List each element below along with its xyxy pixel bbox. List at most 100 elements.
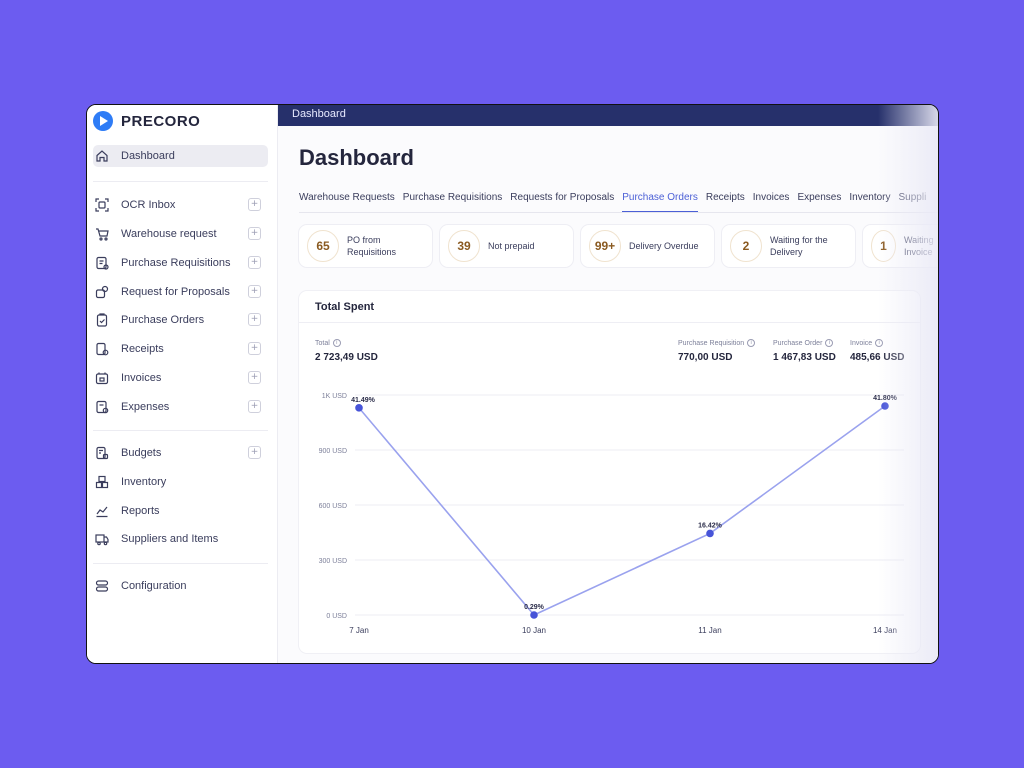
x-tick-label: 14 Jan bbox=[873, 626, 897, 635]
sidebar-item-label: Budgets bbox=[121, 447, 162, 459]
sidebar-item-label: OCR Inbox bbox=[121, 199, 176, 211]
tab-receipts[interactable]: Receipts bbox=[705, 192, 745, 203]
x-tick-label: 10 Jan bbox=[522, 626, 546, 635]
tab-invoices[interactable]: Invoices bbox=[752, 192, 790, 203]
series-line bbox=[358, 405, 886, 616]
add-icon[interactable]: + bbox=[248, 256, 261, 269]
scan-icon bbox=[95, 198, 109, 212]
topbar: Dashboard bbox=[278, 105, 938, 126]
stat-card[interactable]: 2 Waiting for the Delivery bbox=[722, 225, 855, 267]
add-icon[interactable]: + bbox=[248, 446, 261, 459]
tab-suppli[interactable]: Suppli bbox=[898, 192, 927, 203]
sidebar: PRECORO Dashboard OCR Inbox + Warehouse req… bbox=[87, 105, 278, 663]
tab-requests-for-proposals[interactable]: Requests for Proposals bbox=[510, 192, 615, 203]
stat-card[interactable]: 1 Waiting Invoice bbox=[863, 225, 938, 267]
stat-count: 65 bbox=[307, 230, 339, 262]
data-point bbox=[355, 404, 363, 412]
data-point bbox=[881, 402, 889, 410]
requisition-icon bbox=[95, 256, 109, 270]
stat-count: 39 bbox=[448, 230, 480, 262]
sidebar-item-ocr-inbox[interactable]: OCR Inbox + bbox=[93, 194, 268, 216]
x-tick-label: 11 Jan bbox=[698, 626, 721, 635]
sidebar-item-label: Suppliers and Items bbox=[121, 533, 219, 545]
tab-purchase-orders[interactable]: Purchase Orders bbox=[622, 187, 698, 212]
tab-expenses[interactable]: Expenses bbox=[797, 192, 842, 203]
add-icon[interactable]: + bbox=[248, 400, 261, 413]
data-point bbox=[530, 611, 538, 619]
sidebar-item-dashboard[interactable]: Dashboard bbox=[93, 145, 268, 167]
brand[interactable]: PRECORO bbox=[93, 111, 200, 131]
sidebar-item-label: Purchase Orders bbox=[121, 314, 205, 326]
sidebar-divider bbox=[93, 430, 268, 431]
total-spent-card: Total Spent Total i 2 723,49 USD Purchase R… bbox=[299, 291, 920, 653]
main-area: Dashboard Dashboard Warehouse Requests Pu… bbox=[278, 105, 938, 663]
sidebar-item-label: Request for Proposals bbox=[121, 286, 230, 298]
metric-label: Purchase Order bbox=[773, 339, 823, 347]
budget-icon bbox=[95, 446, 109, 460]
app-window: PRECORO Dashboard OCR Inbox + Warehouse req… bbox=[86, 104, 939, 664]
data-point bbox=[706, 529, 714, 538]
data-label: 41.80% bbox=[873, 395, 898, 402]
sidebar-item-purchase-orders[interactable]: Purchase Orders + bbox=[93, 309, 268, 331]
x-tick-label: 7 Jan bbox=[349, 626, 369, 635]
add-icon[interactable]: + bbox=[248, 313, 261, 326]
metric-label: Invoice bbox=[850, 339, 873, 347]
sidebar-item-configuration[interactable]: Configuration bbox=[93, 575, 268, 597]
info-icon[interactable]: i bbox=[747, 339, 756, 347]
data-label: 0.29% bbox=[524, 604, 545, 611]
metric-value: 2 723,49 USD bbox=[315, 352, 378, 363]
add-icon[interactable]: + bbox=[248, 285, 261, 298]
stat-count: 1 bbox=[871, 230, 896, 262]
card-divider bbox=[299, 322, 920, 323]
sidebar-divider bbox=[93, 563, 268, 564]
info-icon[interactable]: i bbox=[875, 339, 884, 347]
tab-warehouse-requests[interactable]: Warehouse Requests bbox=[299, 192, 395, 203]
stat-card[interactable]: 99+ Delivery Overdue bbox=[581, 225, 714, 267]
sidebar-item-receipts[interactable]: Receipts + bbox=[93, 338, 268, 360]
expense-icon bbox=[95, 400, 109, 414]
clipboard-icon bbox=[95, 313, 109, 327]
metric-label: Total bbox=[315, 339, 330, 347]
sidebar-item-label: Invoices bbox=[121, 372, 162, 384]
metric: Total i 2 723,49 USD bbox=[315, 339, 378, 363]
boxes-icon bbox=[95, 475, 109, 489]
stat-label: Waiting for the Delivery bbox=[770, 235, 828, 257]
sidebar-item-label: Reports bbox=[121, 505, 160, 517]
page-title: Dashboard bbox=[299, 145, 414, 170]
add-icon[interactable]: + bbox=[248, 198, 261, 211]
stat-card[interactable]: 39 Not prepaid bbox=[440, 225, 573, 267]
metric-value: 1 467,83 USD bbox=[773, 352, 836, 363]
info-icon[interactable]: i bbox=[332, 339, 341, 347]
sidebar-item-suppliers-and-items[interactable]: Suppliers and Items bbox=[93, 528, 268, 550]
add-icon[interactable]: + bbox=[248, 342, 261, 355]
tab-purchase-requisitions[interactable]: Purchase Requisitions bbox=[402, 192, 503, 203]
chart-icon bbox=[95, 504, 109, 518]
metric-label: Purchase Requisition bbox=[678, 339, 745, 347]
tab-bar: Warehouse Requests Purchase Requisitions R… bbox=[299, 187, 938, 213]
sidebar-item-label: Configuration bbox=[121, 580, 187, 592]
sidebar-item-expenses[interactable]: Expenses + bbox=[93, 396, 268, 418]
stat-count: 2 bbox=[730, 230, 762, 262]
sidebar-item-label: Purchase Requisitions bbox=[121, 257, 231, 269]
metric-value: 485,66 USD bbox=[850, 352, 905, 363]
sidebar-item-label: Dashboard bbox=[121, 150, 175, 162]
sidebar-item-warehouse-request[interactable]: Warehouse request + bbox=[93, 223, 268, 245]
precoro-logo-icon bbox=[93, 111, 113, 131]
stat-card[interactable]: 65 PO from Requisitions bbox=[299, 225, 432, 267]
y-tick-label: 300 USD bbox=[319, 558, 347, 565]
stat-label: PO from Requisitions bbox=[347, 235, 397, 257]
sidebar-item-budgets[interactable]: Budgets + bbox=[93, 442, 268, 464]
sidebar-item-inventory[interactable]: Inventory bbox=[93, 471, 268, 493]
sidebar-item-purchase-requisitions[interactable]: Purchase Requisitions + bbox=[93, 252, 268, 274]
sidebar-item-label: Receipts bbox=[121, 343, 164, 355]
sidebar-item-reports[interactable]: Reports bbox=[93, 500, 268, 522]
data-label: 41.49% bbox=[351, 397, 376, 404]
add-icon[interactable]: + bbox=[248, 227, 261, 240]
sidebar-item-invoices[interactable]: Invoices + bbox=[93, 367, 268, 389]
sidebar-item-request-for-proposals[interactable]: Request for Proposals + bbox=[93, 281, 268, 303]
tab-inventory[interactable]: Inventory bbox=[849, 192, 891, 203]
stat-label: Delivery Overdue bbox=[629, 241, 699, 251]
info-icon[interactable]: i bbox=[825, 339, 834, 347]
add-icon[interactable]: + bbox=[248, 371, 261, 384]
y-tick-label: 1K USD bbox=[322, 393, 347, 400]
